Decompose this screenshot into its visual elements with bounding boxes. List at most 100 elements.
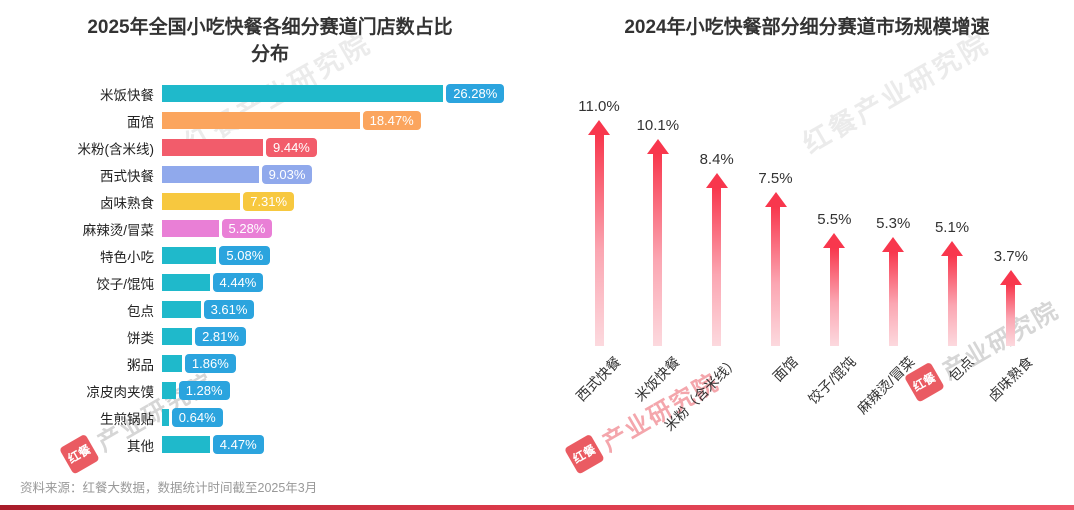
bar <box>162 166 259 184</box>
bar-rows: 米饭快餐 26.28% 面馆 18.47% 米粉(含米线) 9.44% 西式快餐 9.03% 卤… <box>0 80 540 458</box>
arrow-column: 5.1% 包点 <box>929 219 977 384</box>
bar-row: 面馆 18.47% <box>42 107 540 134</box>
arrow-up-icon <box>705 173 728 189</box>
arrow-column: 5.3% 麻辣烫/冒菜 <box>854 215 918 417</box>
growth-value-label: 3.7% <box>993 247 1028 265</box>
category-label: 特色小吃 <box>100 249 154 265</box>
category-label: 米粉(含米线) <box>77 141 155 157</box>
category-label: 米饭快餐 <box>631 353 683 404</box>
category-label: 包点 <box>127 303 154 319</box>
category-label: 饺子/馄饨 <box>805 353 860 407</box>
bar-track: 0.64% <box>162 408 540 428</box>
category-label: 包点 <box>945 353 977 385</box>
bar-row: 饼类 2.81% <box>42 323 540 350</box>
value-label: 3.61% <box>203 300 255 320</box>
bar <box>162 355 182 373</box>
bar <box>162 112 360 130</box>
value-label: 18.47% <box>362 111 421 131</box>
bar <box>162 274 210 292</box>
bar-row: 其他 4.47% <box>42 431 540 458</box>
bar-track: 5.28% <box>162 219 540 239</box>
growth-value-label: 8.4% <box>699 151 734 169</box>
arrow-shaft <box>712 188 722 346</box>
arrow-shaft <box>771 206 781 346</box>
bar-row: 包点 3.61% <box>42 296 540 323</box>
left-chart-title: 2025年全国小吃快餐各细分赛道门店数占比 分布 <box>0 15 540 68</box>
bar <box>162 409 169 427</box>
value-label: 4.44% <box>212 273 264 293</box>
arrow-shaft <box>888 252 898 346</box>
bar-track: 1.28% <box>162 381 540 401</box>
bar <box>162 436 210 454</box>
value-label: 9.44% <box>266 138 317 158</box>
category-label: 米饭快餐 <box>100 87 154 103</box>
arrow-shaft <box>1006 284 1016 346</box>
arrow-up-icon <box>823 232 846 248</box>
bar-track: 9.44% <box>162 138 540 158</box>
arrow-area: 11.0% 西式快餐 10.1% 米饭快餐 8.4% 米粉（含米线） 7.5% 面馆 5.5% 饺… <box>540 94 1074 434</box>
bar-track: 4.47% <box>162 435 540 455</box>
bar-track: 26.28% <box>162 84 540 104</box>
bar <box>162 85 444 103</box>
bar-row: 凉皮肉夹馍 1.28% <box>42 377 540 404</box>
bar-track: 18.47% <box>162 111 540 131</box>
bar-row: 粥品 1.86% <box>42 350 540 377</box>
growth-arrow-chart: 2024年小吃快餐部分细分赛道市场规模增速 11.0% 西式快餐 10.1% 米饭快餐… <box>540 0 1074 478</box>
bar-row: 饺子/馄饨 4.44% <box>42 269 540 296</box>
value-label: 1.28% <box>178 381 230 401</box>
bar-track: 7.31% <box>162 192 540 212</box>
arrow-column: 7.5% 面馆 <box>753 170 800 384</box>
store-share-bar-chart: 2025年全国小吃快餐各细分赛道门店数占比 分布 米饭快餐 26.28% 面馆 18.4… <box>0 0 540 478</box>
bar-track: 2.81% <box>162 327 540 347</box>
data-source-note: 资料来源：红餐大数据，数据统计时间截至2025年3月 <box>20 481 318 495</box>
bar-track: 9.03% <box>162 165 540 185</box>
bar-track: 4.44% <box>162 273 540 293</box>
growth-value-label: 11.0% <box>578 98 620 116</box>
arrow-up-icon <box>764 191 787 207</box>
right-chart-title: 2024年小吃快餐部分细分赛道市场规模增速 <box>624 17 990 38</box>
category-label: 粥品 <box>127 357 154 373</box>
category-label: 西式快餐 <box>572 353 624 404</box>
arrow-shaft <box>653 153 663 346</box>
bottom-accent-bar <box>0 505 1074 510</box>
value-label: 4.47% <box>212 435 264 455</box>
bar <box>162 193 241 211</box>
bar-row: 麻辣烫/冒菜 5.28% <box>42 215 540 242</box>
bar <box>162 139 263 157</box>
category-label: 西式快餐 <box>100 168 154 184</box>
category-label: 其他 <box>127 438 154 454</box>
arrow-up-icon <box>999 269 1022 285</box>
arrow-column: 5.5% 饺子/馄饨 <box>805 210 859 407</box>
arrow-column: 8.4% 米粉（含米线） <box>661 151 742 433</box>
arrow-shaft <box>829 247 839 346</box>
category-label: 饺子/馄饨 <box>96 276 154 292</box>
bar <box>162 301 201 319</box>
arrow-up-icon <box>941 241 964 257</box>
bar-track: 3.61% <box>162 300 540 320</box>
bar-track: 1.86% <box>162 354 540 374</box>
category-label: 麻辣烫/冒菜 <box>854 353 918 417</box>
left-chart-title-line2: 分布 <box>250 43 289 65</box>
arrow-shaft <box>947 256 957 346</box>
value-label: 5.08% <box>219 246 271 266</box>
value-label: 0.64% <box>171 408 223 428</box>
arrow-column: 3.7% 卤味熟食 <box>985 247 1036 404</box>
bar-row: 西式快餐 9.03% <box>42 161 540 188</box>
left-chart-title-line1: 2025年全国小吃快餐各细分赛道门店数占比 <box>87 17 453 38</box>
bar-track: 5.08% <box>162 246 540 266</box>
value-label: 2.81% <box>195 327 246 347</box>
bar-row: 生煎锅贴 0.64% <box>42 404 540 431</box>
arrow-column: 10.1% 米饭快餐 <box>632 117 683 404</box>
category-label: 麻辣烫/冒菜 <box>82 222 154 238</box>
bar <box>162 382 176 400</box>
bar-row: 卤味熟食 7.31% <box>42 188 540 215</box>
arrow-shaft <box>594 135 604 346</box>
growth-value-label: 5.5% <box>817 210 852 228</box>
value-label: 9.03% <box>261 165 313 185</box>
growth-value-label: 5.3% <box>876 215 911 232</box>
growth-value-label: 5.1% <box>934 219 970 237</box>
arrow-up-icon <box>882 237 905 252</box>
bar <box>162 220 219 238</box>
arrow-up-icon <box>588 120 610 136</box>
category-label: 饼类 <box>127 330 154 346</box>
